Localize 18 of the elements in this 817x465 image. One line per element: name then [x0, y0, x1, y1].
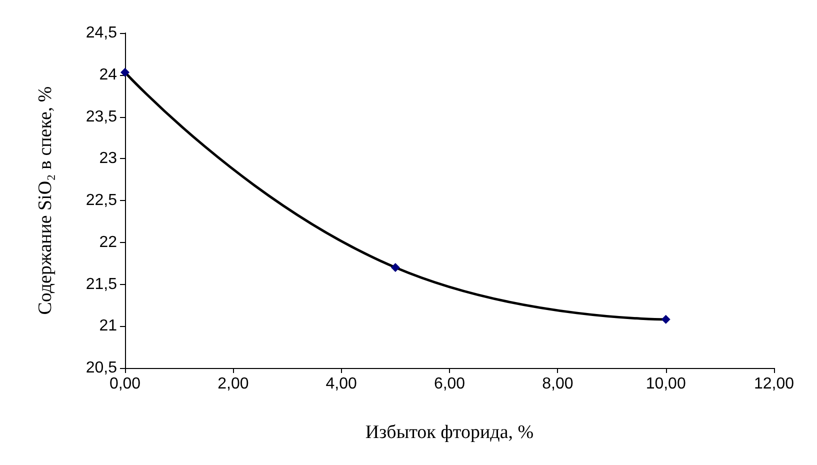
y-tick-label: 24,5: [86, 24, 118, 42]
x-tick-label: 12,00: [754, 376, 794, 392]
y-axis-title: Содержание SiO₂ в спеке, %: [35, 86, 56, 315]
y-tick-label: 23: [99, 150, 118, 168]
x-tick-label: 10,00: [646, 376, 686, 392]
y-tick-label: 24: [99, 66, 118, 84]
y-tick-label: 21: [99, 318, 118, 335]
x-axis-title: Избыток фторида, %: [365, 422, 534, 443]
x-tick-label: 2,00: [218, 376, 249, 392]
y-tick-label: 21,5: [86, 276, 118, 293]
x-tick-label: 6,00: [434, 376, 466, 392]
x-tick-label: 4,00: [326, 376, 358, 392]
x-tick-label: 8,00: [542, 376, 574, 392]
y-tick-label: 20,5: [86, 360, 118, 376]
y-tick-label: 22,5: [86, 192, 118, 209]
y-tick-label: 23,5: [86, 108, 118, 126]
x-tick-label: 0,00: [109, 376, 141, 392]
y-tick-label: 22: [99, 234, 118, 251]
